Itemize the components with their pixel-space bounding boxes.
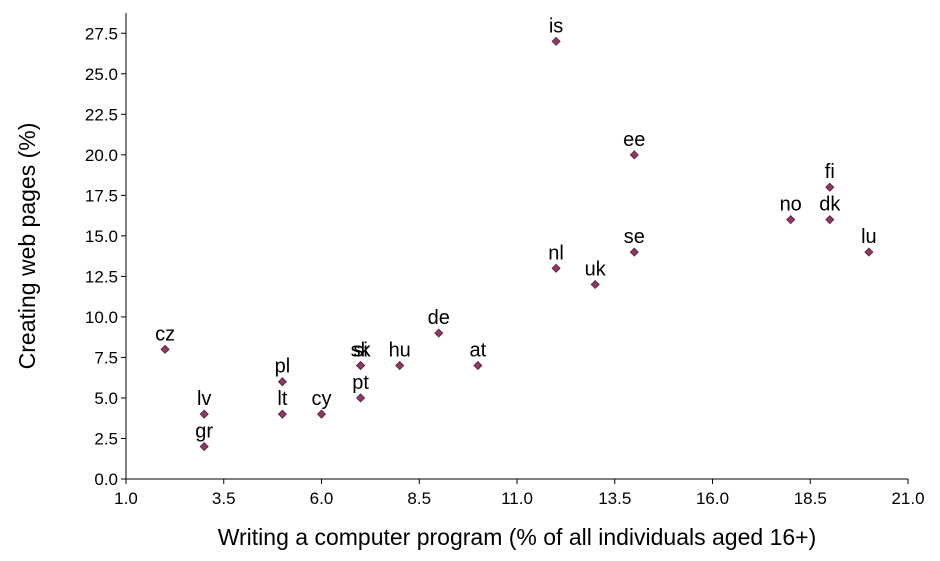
data-point-fi — [825, 182, 835, 192]
x-tick-label: 3.5 — [212, 489, 236, 508]
data-point-dk — [825, 215, 835, 225]
y-tick-label: 5.0 — [94, 389, 118, 408]
point-label-fi: fi — [825, 161, 835, 183]
y-tick-label: 12.5 — [85, 267, 118, 286]
data-point-gr — [199, 442, 209, 452]
data-point-sk — [356, 360, 366, 371]
data-point-no — [786, 215, 796, 225]
point-label-is: is — [549, 15, 563, 37]
x-ticks: 1.0 3.5 6.0 8.5 11.0 13.5 16.0 18.5 21.0 — [114, 479, 925, 508]
point-label-lu: lu — [861, 226, 877, 248]
point-label-pt: pt — [352, 372, 369, 394]
data-point-lv — [199, 409, 209, 419]
y-tick-label: 7.5 — [94, 348, 118, 367]
point-label-sk: sk — [351, 340, 372, 362]
x-tick-label: 6.0 — [310, 489, 334, 508]
y-tick-label: 15.0 — [85, 227, 118, 246]
data-point-hu — [395, 360, 405, 371]
y-tick-label: 0.0 — [94, 470, 118, 489]
point-label-de: de — [428, 307, 450, 329]
point-label-gr: gr — [195, 421, 213, 443]
x-tick-label: 21.0 — [891, 489, 924, 508]
axes — [125, 13, 908, 480]
point-label-uk: uk — [585, 258, 607, 280]
data-point-cy — [316, 409, 327, 419]
data-point-pl — [277, 377, 287, 387]
y-tick-label: 20.0 — [85, 146, 118, 165]
data-point-at — [473, 360, 483, 371]
data-point-uk — [590, 279, 600, 290]
y-tick-label: 17.5 — [85, 186, 118, 205]
point-label-pl: pl — [275, 356, 291, 378]
data-point-se — [629, 247, 639, 257]
point-label-nl: nl — [548, 242, 564, 264]
y-tick-label: 10.0 — [85, 308, 118, 327]
point-label-lt: lt — [277, 388, 287, 410]
data-point-is — [551, 36, 561, 46]
data-point-lu — [864, 247, 874, 257]
data-point-ee — [629, 150, 639, 160]
y-tick-label: 22.5 — [85, 105, 118, 124]
x-axis-title: Writing a computer program (% of all ind… — [218, 524, 817, 550]
x-tick-label: 18.5 — [794, 489, 827, 508]
point-label-cy: cy — [312, 388, 332, 410]
y-tick-label: 27.5 — [85, 24, 118, 43]
y-tick-label: 2.5 — [94, 429, 118, 448]
data-point-nl — [551, 263, 561, 273]
point-label-lv: lv — [197, 388, 211, 410]
data-point-lt — [277, 409, 287, 419]
x-tick-label: 11.0 — [501, 489, 533, 508]
y-ticks: 0.0 2.5 5.0 7.5 10.0 12.5 15.0 17.5 20.0 22.5 25.0… — [85, 24, 126, 489]
x-tick-label: 13.5 — [598, 489, 631, 508]
y-tick-label: 25.0 — [85, 65, 118, 84]
point-label-no: no — [780, 194, 802, 216]
x-tick-label: 1.0 — [114, 489, 138, 508]
data-point-de — [434, 328, 444, 338]
point-label-cz: cz — [155, 323, 175, 345]
point-label-hu: hu — [389, 340, 411, 362]
y-axis-title: Creating web pages (%) — [14, 123, 40, 370]
x-tick-label: 8.5 — [407, 489, 431, 508]
data-point-pt — [356, 393, 366, 403]
point-label-se: se — [624, 226, 645, 248]
point-label-dk: dk — [819, 194, 841, 216]
point-label-at: at — [470, 340, 487, 362]
x-tick-label: 16.0 — [696, 489, 729, 508]
point-label-ee: ee — [623, 129, 645, 151]
data-point-cz — [160, 344, 170, 354]
point-label-si: si — [353, 340, 367, 362]
